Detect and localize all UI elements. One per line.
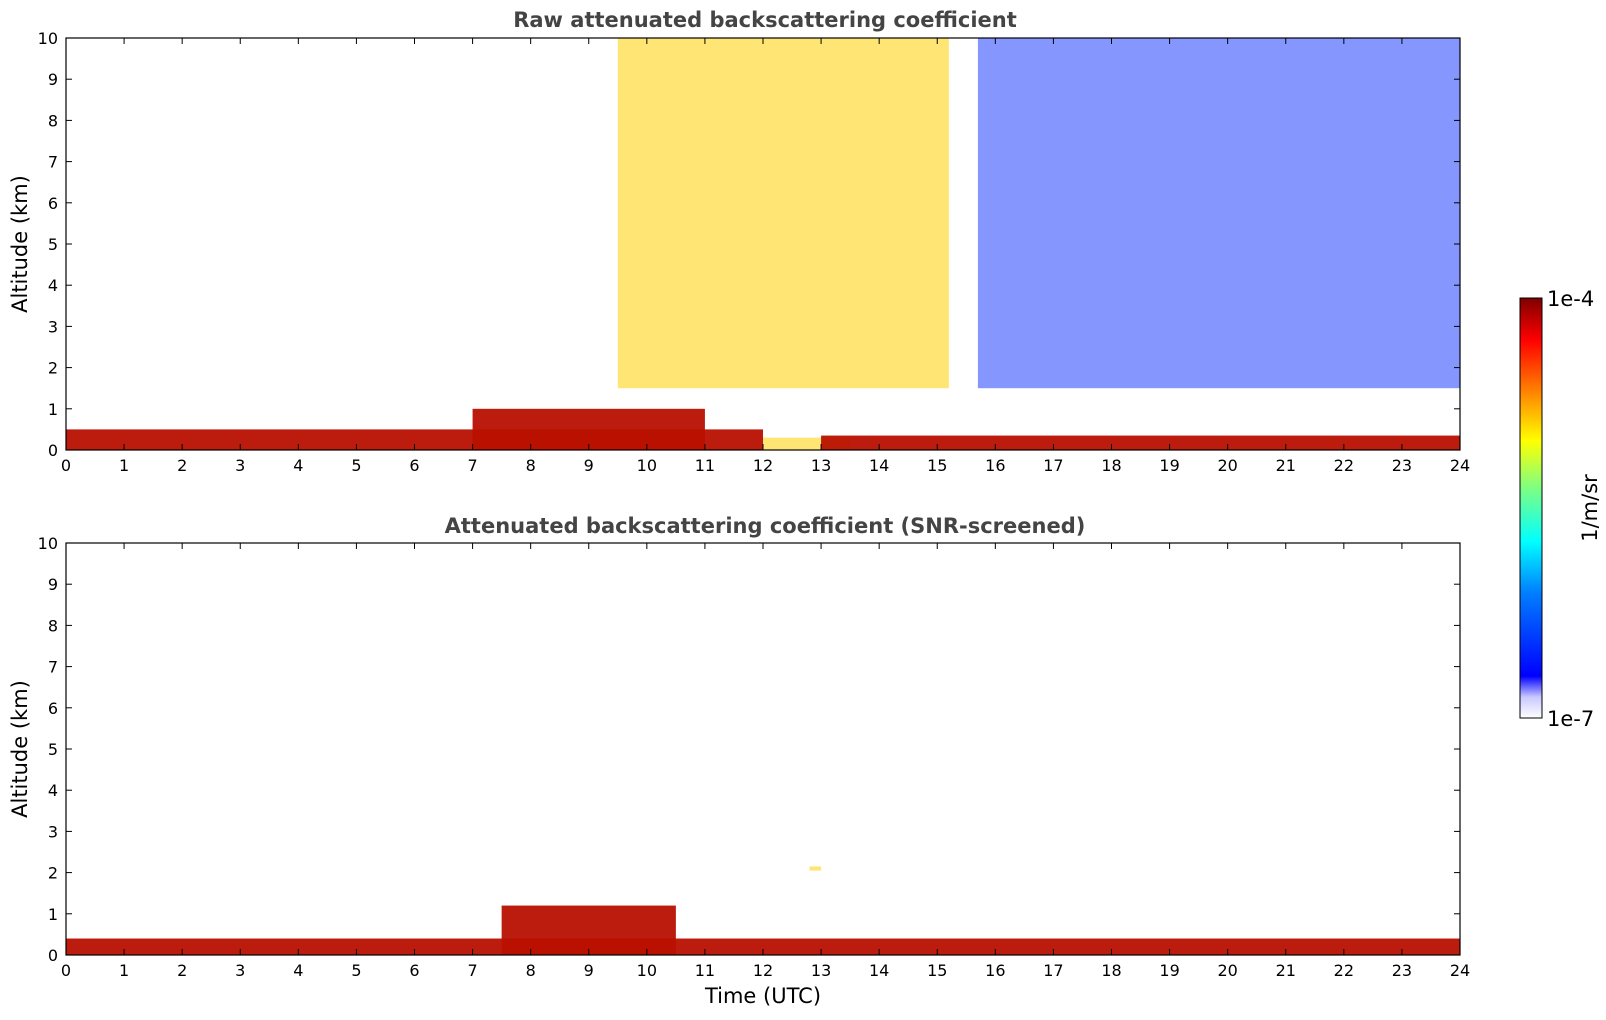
y-tick-label: 8: [48, 111, 58, 130]
x-tick-label: 9: [584, 456, 594, 475]
x-tick-label: 17: [1043, 961, 1063, 980]
x-tick-label: 14: [869, 456, 889, 475]
y-axis-label: Altitude (km): [8, 680, 32, 818]
backscatter-region-low: [977, 38, 1460, 389]
y-tick-label: 2: [48, 864, 58, 883]
x-tick-label: 3: [235, 961, 245, 980]
y-tick-label: 3: [48, 822, 58, 841]
x-tick-label: 24: [1450, 961, 1470, 980]
y-tick-label: 5: [48, 740, 58, 759]
x-tick-label: 1: [119, 456, 129, 475]
x-tick-label: 3: [235, 456, 245, 475]
backscatter-region-high: [821, 435, 1460, 450]
x-tick-label: 8: [526, 456, 536, 475]
x-tick-label: 1: [119, 961, 129, 980]
y-tick-label: 2: [48, 359, 58, 378]
x-tick-label: 22: [1334, 456, 1354, 475]
backscatter-region-high: [472, 408, 705, 450]
y-tick-label: 1: [48, 905, 58, 924]
y-tick-label: 10: [38, 534, 58, 553]
x-tick-label: 11: [695, 961, 715, 980]
backscatter-region-medium: [809, 866, 822, 871]
backscatter-region-medium: [617, 38, 949, 389]
x-tick-label: 19: [1159, 961, 1179, 980]
y-tick-label: 10: [38, 29, 58, 48]
x-tick-label: 21: [1276, 456, 1296, 475]
y-tick-label: 0: [48, 441, 58, 460]
x-tick-label: 9: [584, 961, 594, 980]
x-tick-label: 10: [637, 456, 657, 475]
x-tick-label: 6: [409, 961, 419, 980]
y-tick-label: 9: [48, 575, 58, 594]
y-tick-label: 6: [48, 194, 58, 213]
colorbar-min-label: 1e-7: [1547, 707, 1594, 731]
y-tick-label: 4: [48, 276, 58, 295]
x-tick-label: 8: [526, 961, 536, 980]
x-axis-label: Time (UTC): [704, 984, 821, 1008]
x-tick-label: 5: [351, 961, 361, 980]
x-tick-label: 11: [695, 456, 715, 475]
x-tick-label: 23: [1392, 456, 1412, 475]
x-tick-label: 18: [1101, 961, 1121, 980]
x-tick-label: 12: [753, 961, 773, 980]
x-tick-label: 14: [869, 961, 889, 980]
colorbar: 1e-4 1e-7 1/m/sr: [1519, 287, 1602, 731]
x-tick-label: 2: [177, 456, 187, 475]
y-tick-label: 0: [48, 946, 58, 965]
y-tick-label: 7: [48, 153, 58, 172]
y-axis-ticks: 0 1 2 3 4 5 6 7 8 9 10: [38, 534, 1460, 965]
x-tick-label: 7: [467, 456, 477, 475]
x-tick-label: 4: [293, 961, 303, 980]
colorbar-gradient: [1519, 297, 1543, 719]
x-tick-label: 15: [927, 961, 947, 980]
x-tick-label: 0: [61, 961, 71, 980]
colorbar-max-label: 1e-4: [1547, 287, 1594, 311]
x-tick-label: 19: [1159, 456, 1179, 475]
x-tick-label: 13: [811, 961, 831, 980]
x-axis-ticks: 0 1 2 3 4 5 6 7 8 9 10 11 12 13 14 15 16 17 18 19 20 21 22 23 24: [61, 543, 1470, 980]
y-tick-label: 6: [48, 699, 58, 718]
y-tick-label: 7: [48, 658, 58, 677]
x-tick-label: 20: [1217, 456, 1237, 475]
snr-screened-panel: Attenuated backscattering coefficient (S…: [8, 514, 1470, 1008]
x-tick-label: 20: [1217, 961, 1237, 980]
heatmap-area: [66, 38, 1460, 450]
x-tick-label: 24: [1450, 456, 1470, 475]
x-axis-ticks: 0 1 2 3 4 5 6 7 8 9 10 11 12 13 14 15 16 17 18 19 20 21 22 23 24: [61, 38, 1470, 475]
backscatter-region-high: [501, 905, 676, 955]
x-tick-label: 13: [811, 456, 831, 475]
y-tick-label: 4: [48, 781, 58, 800]
x-tick-label: 4: [293, 456, 303, 475]
x-tick-label: 16: [985, 456, 1005, 475]
x-tick-label: 12: [753, 456, 773, 475]
x-tick-label: 2: [177, 961, 187, 980]
x-tick-label: 10: [637, 961, 657, 980]
y-axis-label: Altitude (km): [8, 175, 32, 313]
x-tick-label: 21: [1276, 961, 1296, 980]
x-tick-label: 5: [351, 456, 361, 475]
y-tick-label: 8: [48, 616, 58, 635]
y-tick-label: 5: [48, 235, 58, 254]
y-axis-ticks: 0 1 2 3 4 5 6 7 8 9 10: [38, 29, 1460, 460]
panel-title: Attenuated backscattering coefficient (S…: [445, 514, 1086, 538]
x-tick-label: 16: [985, 961, 1005, 980]
plot-frame: [65, 542, 1461, 956]
x-tick-label: 18: [1101, 456, 1121, 475]
x-tick-label: 7: [467, 961, 477, 980]
heatmap-area: [66, 866, 1460, 955]
y-tick-label: 1: [48, 400, 58, 419]
x-tick-label: 0: [61, 456, 71, 475]
x-tick-label: 6: [409, 456, 419, 475]
colorbar-unit-label: 1/m/sr: [1578, 474, 1602, 542]
x-tick-label: 23: [1392, 961, 1412, 980]
x-tick-label: 22: [1334, 961, 1354, 980]
y-tick-label: 9: [48, 70, 58, 89]
raw-backscatter-panel: Raw attenuated backscattering coefficien…: [8, 8, 1470, 475]
y-tick-label: 3: [48, 317, 58, 336]
x-tick-label: 17: [1043, 456, 1063, 475]
panel-title: Raw attenuated backscattering coefficien…: [513, 8, 1017, 32]
x-tick-label: 15: [927, 456, 947, 475]
